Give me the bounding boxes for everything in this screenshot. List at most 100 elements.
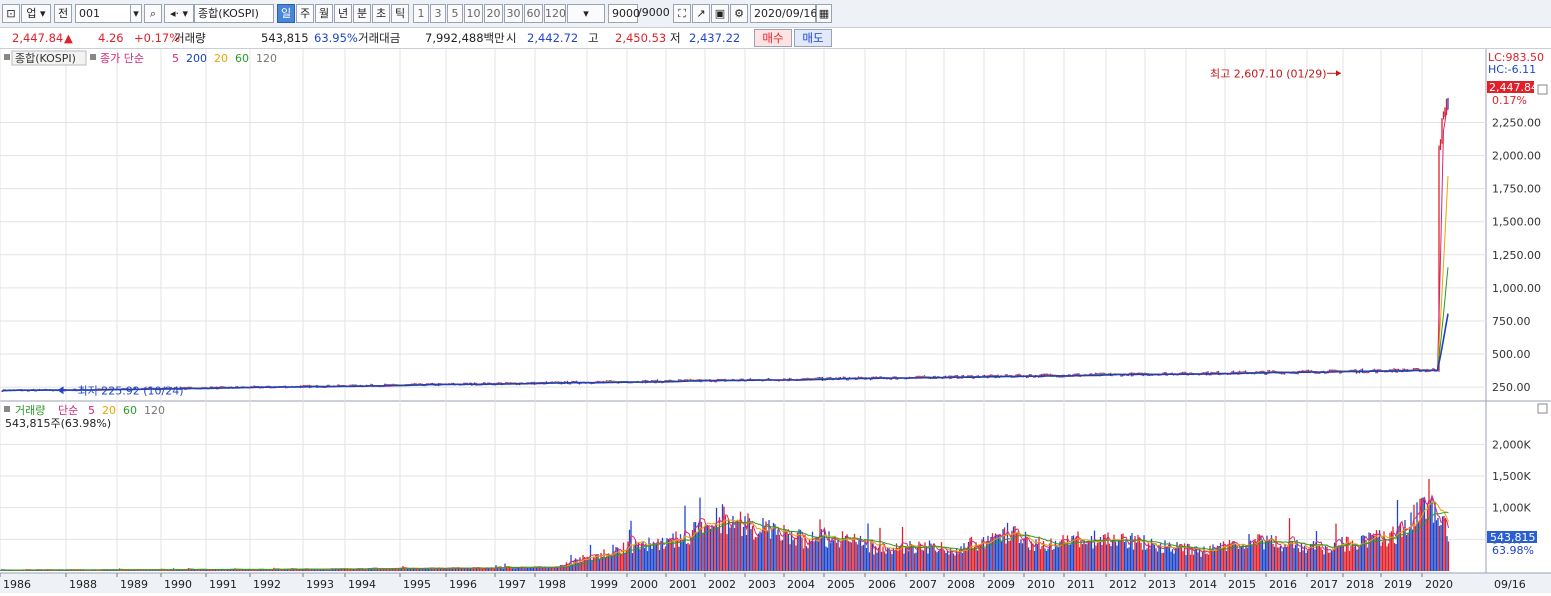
vol-ma-legend-5: 5	[88, 404, 95, 417]
period-tab-3[interactable]: 년	[334, 4, 352, 23]
min-arrow-icon	[57, 386, 64, 395]
period-tab-0[interactable]: 일	[277, 4, 295, 23]
quote-bar: 2,447.84 ▲ 4.26 +0.17% 거래량 543,815 63.95…	[0, 28, 1551, 49]
max-arrow-icon	[1336, 70, 1341, 77]
buy-button[interactable]: 매수	[754, 29, 792, 47]
ma-legend-120: 120	[256, 52, 277, 65]
code-dropdown-icon[interactable]: ▾	[130, 4, 142, 23]
period-tab-4[interactable]: 분	[353, 4, 371, 23]
year-label-2008: 2008	[947, 578, 975, 591]
interval-button-20[interactable]: 20	[484, 4, 503, 23]
year-label-1995: 1995	[403, 578, 431, 591]
year-label-2007: 2007	[909, 578, 937, 591]
year-label-2015: 2015	[1228, 578, 1256, 591]
calendar-icon[interactable]: ▦	[816, 4, 832, 23]
volume-tick-1: 1,500K	[1492, 470, 1531, 483]
change-value: 4.26	[98, 31, 124, 45]
volume-last-pct: 63.98%	[1492, 544, 1534, 557]
vol-ma-legend-60: 60	[123, 404, 137, 417]
volume-value: 543,815	[261, 31, 309, 45]
interval-button-3[interactable]: 3	[430, 4, 446, 23]
year-label-1999: 1999	[590, 578, 618, 591]
price-tick-0: 2,250.00	[1492, 117, 1541, 130]
volume-panel-scroll-icon	[1537, 403, 1548, 414]
price-tick-6: 750.00	[1492, 315, 1531, 328]
count-total: /9000	[638, 6, 670, 19]
index-name-field[interactable]: 종합(KOSPI)	[194, 4, 274, 23]
volume-legend-marker	[4, 406, 10, 412]
x-end-label: 09/16	[1494, 578, 1526, 591]
year-label-1994: 1994	[348, 578, 376, 591]
open-value: 2,442.72	[527, 31, 579, 45]
sell-button[interactable]: 매도	[794, 29, 832, 47]
interval-button-120[interactable]: 120	[544, 4, 566, 23]
period-tab-1[interactable]: 주	[296, 4, 314, 23]
last-price-box	[1487, 81, 1534, 93]
lc-label: LC:983.50	[1488, 51, 1544, 64]
open-label: 시	[506, 31, 517, 45]
interval-button-60[interactable]: 60	[524, 4, 543, 23]
year-label-1996: 1996	[449, 578, 477, 591]
save-icon[interactable]: ▣	[711, 4, 729, 23]
price-tick-4: 1,250.00	[1492, 249, 1541, 262]
year-label-2019: 2019	[1384, 578, 1412, 591]
volume-legend-name: 거래량	[15, 404, 45, 417]
year-label-2003: 2003	[748, 578, 776, 591]
year-label-2016: 2016	[1269, 578, 1297, 591]
speaker-icon[interactable]: ◂· ▾	[164, 4, 194, 23]
vol-ma-legend-120: 120	[144, 404, 165, 417]
year-label-2012: 2012	[1109, 578, 1137, 591]
interval-button-10[interactable]: 10	[464, 4, 483, 23]
ma200-line	[1, 313, 1449, 392]
interval-button-30[interactable]: 30	[504, 4, 523, 23]
volume-last-box	[1487, 531, 1537, 543]
interval-button-5[interactable]: 5	[447, 4, 463, 23]
year-label-1986: 1986	[3, 578, 31, 591]
year-label-2001: 2001	[669, 578, 697, 591]
price-tick-8: 250.00	[1492, 381, 1531, 394]
market-select[interactable]: 업 ▾	[21, 4, 51, 23]
volume-tick-2: 1,000K	[1492, 502, 1531, 515]
count-input[interactable]: 9000	[608, 4, 640, 23]
search-icon[interactable]: ⌕	[144, 4, 162, 23]
amount-value: 7,992,488백만	[425, 31, 505, 45]
crosshair-icon[interactable]: ⛶	[673, 4, 691, 23]
prev-button[interactable]: 전	[54, 4, 72, 23]
high-label: 고	[588, 31, 599, 45]
year-label-1990: 1990	[164, 578, 192, 591]
toolbar: ⊡ 업 ▾ 전 001 ▾ ⌕ ◂· ▾ 종합(KOSPI) ▾ 9000 /9…	[0, 0, 1551, 28]
volume-ratio: 63.95%	[314, 31, 358, 45]
low-label: 저	[670, 31, 681, 45]
interval-dropdown[interactable]: ▾	[567, 4, 605, 23]
year-label-2020: 2020	[1425, 578, 1453, 591]
draw-tool-icon[interactable]: ↗	[692, 4, 710, 23]
vol-ma60-line	[0, 511, 1449, 571]
last-pct-label: 0.17%	[1492, 94, 1527, 107]
year-label-2004: 2004	[787, 578, 815, 591]
year-label-2002: 2002	[708, 578, 736, 591]
year-label-2009: 2009	[987, 578, 1015, 591]
year-label-1993: 1993	[306, 578, 334, 591]
hc-label: HC:-6.11	[1488, 63, 1536, 76]
price-tick-1: 2,000.00	[1492, 150, 1541, 163]
date-input[interactable]: 2020/09/16	[750, 4, 817, 23]
interval-button-1[interactable]: 1	[413, 4, 429, 23]
year-label-2013: 2013	[1148, 578, 1176, 591]
year-label-2005: 2005	[827, 578, 855, 591]
ma-legend-label: 종가 단순	[100, 52, 144, 65]
year-label-1988: 1988	[69, 578, 97, 591]
vol-ma-legend-20: 20	[102, 404, 116, 417]
price-tick-3: 1,500.00	[1492, 216, 1541, 229]
period-tab-6[interactable]: 틱	[391, 4, 409, 23]
period-tab-5[interactable]: 초	[372, 4, 390, 23]
layout-icon[interactable]: ⊡	[2, 4, 20, 23]
price-panel	[0, 49, 1551, 401]
volume-legend-label: 단순	[58, 404, 78, 417]
period-tab-2[interactable]: 월	[315, 4, 333, 23]
kospi-chart[interactable]: 2,250.00 2,000.00 1,750.00 1,500.00 1,250.00…	[0, 49, 1551, 593]
year-label-1992: 1992	[253, 578, 281, 591]
year-label-2011: 2011	[1067, 578, 1095, 591]
gear-icon[interactable]: ⚙	[730, 4, 748, 23]
change-percent: +0.17%	[134, 31, 181, 45]
code-input[interactable]: 001	[75, 4, 131, 23]
